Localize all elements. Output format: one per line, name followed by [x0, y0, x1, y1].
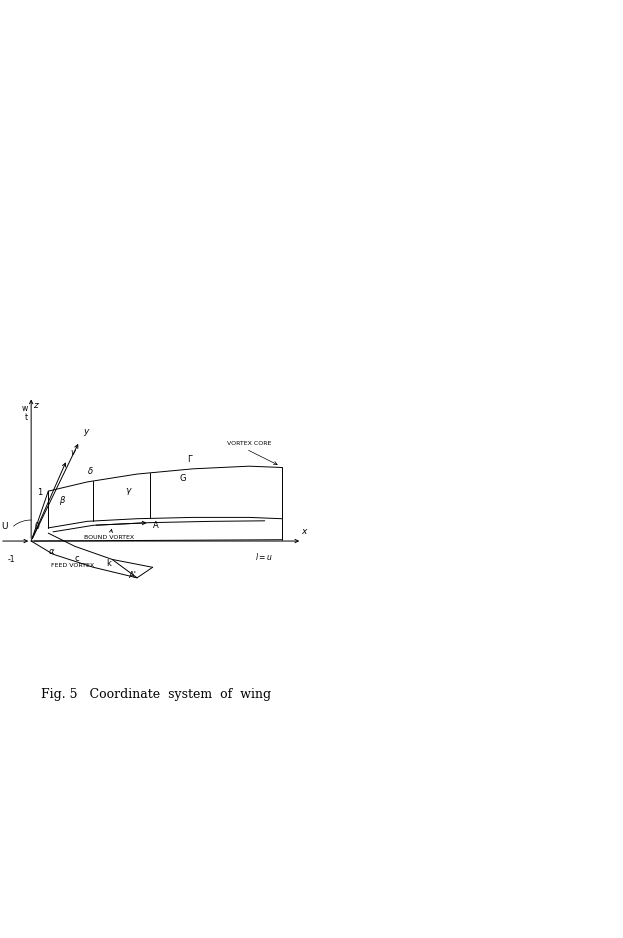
Text: $\beta$: $\beta$ — [59, 493, 66, 507]
Text: $\Gamma$: $\Gamma$ — [187, 453, 194, 464]
Text: FEED VORTEX: FEED VORTEX — [51, 564, 95, 568]
Text: $\delta$: $\delta$ — [87, 464, 93, 476]
Text: 1: 1 — [37, 488, 42, 497]
Text: c: c — [74, 553, 78, 563]
Text: A': A' — [130, 570, 137, 580]
Text: U: U — [1, 522, 8, 531]
Text: $\gamma$: $\gamma$ — [125, 486, 132, 497]
Text: w: w — [22, 404, 28, 413]
Text: v: v — [70, 448, 75, 457]
Text: x: x — [301, 527, 307, 536]
Text: 0: 0 — [34, 522, 39, 531]
Text: -1: -1 — [7, 555, 16, 564]
Text: $\alpha$: $\alpha$ — [49, 547, 55, 556]
Text: BOUND VORTEX: BOUND VORTEX — [84, 535, 134, 539]
Text: VORTEX CORE: VORTEX CORE — [227, 442, 272, 446]
Text: k: k — [107, 559, 112, 567]
Text: z: z — [33, 401, 37, 410]
Text: t: t — [25, 413, 28, 422]
Text: A: A — [153, 521, 158, 530]
Text: G: G — [179, 474, 186, 482]
Text: Fig. 5   Coordinate  system  of  wing: Fig. 5 Coordinate system of wing — [40, 688, 271, 701]
Text: y: y — [83, 427, 89, 436]
Text: $l = u$: $l = u$ — [255, 552, 273, 562]
